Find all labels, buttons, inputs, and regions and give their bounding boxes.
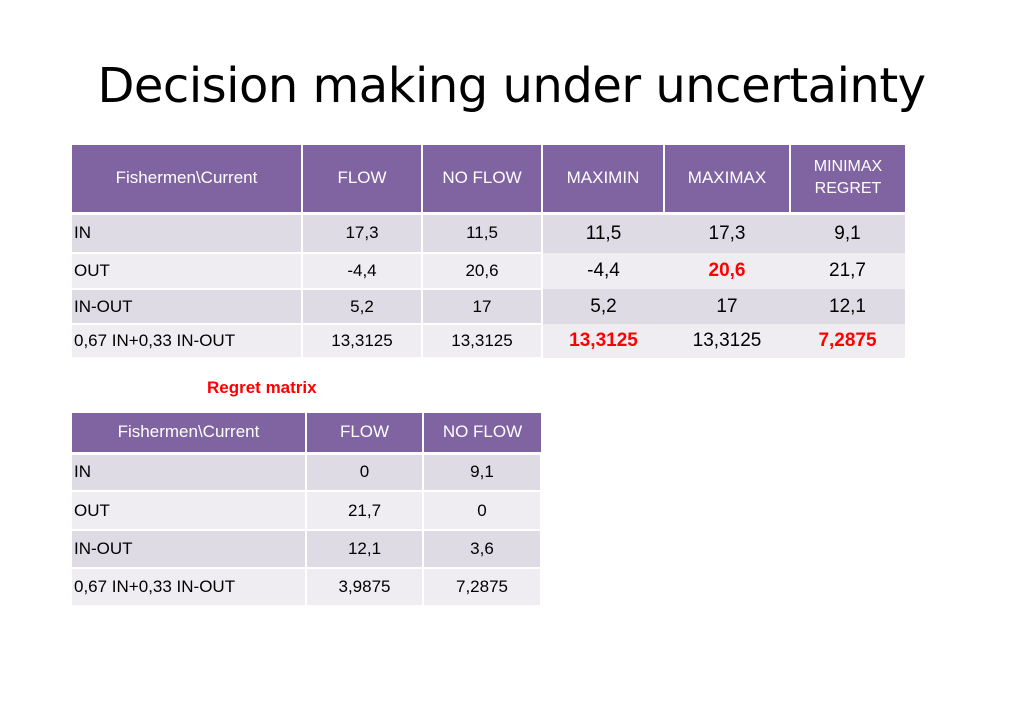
cell-flow: 0: [306, 453, 424, 492]
cell-no-flow: 13,3125: [422, 324, 543, 359]
cell-no-flow: 11,5: [422, 213, 543, 254]
table-row: OUT -4,4 20,6 -4,4 20,6 21,7: [72, 253, 905, 290]
cell-maximax: 17: [664, 289, 790, 324]
table-row: OUT 21,7 0: [72, 491, 542, 531]
cell-flow: -4,4: [302, 253, 423, 290]
cell-maximax: 17,3: [664, 213, 790, 253]
header-minimax-regret-text: MINIMAX REGRET: [813, 158, 883, 198]
cell-no-flow: 17: [422, 289, 543, 325]
table-header-row: Fishermen\Current FLOW NO FLOW: [72, 413, 541, 455]
cell-maximin-highlight: 13,3125: [542, 324, 664, 358]
regret-matrix-label: Regret matrix: [207, 378, 317, 397]
cell-maximin: -4,4: [542, 253, 664, 289]
cell-no-flow: 7,2875: [423, 568, 542, 607]
header-fishermen-current: Fishermen\Current: [72, 413, 307, 455]
table-row: 0,67 IN+0,33 IN-OUT 13,3125 13,3125 13,3…: [72, 324, 905, 359]
table-header-row: Fishermen\Current FLOW NO FLOW MAXIMIN M…: [72, 145, 905, 215]
cell-maximax: 13,3125: [664, 324, 790, 358]
cell-flow: 17,3: [302, 213, 423, 254]
table-row: 0,67 IN+0,33 IN-OUT 3,9875 7,2875: [72, 568, 542, 607]
cell-flow: 21,7: [306, 491, 424, 531]
header-maximin: MAXIMIN: [542, 145, 665, 215]
cell-flow: 5,2: [302, 289, 423, 325]
header-flow: FLOW: [306, 413, 424, 455]
regret-table: Fishermen\Current FLOW NO FLOW IN 0 9,1 …: [72, 413, 542, 607]
header-fishermen-current: Fishermen\Current: [72, 145, 303, 215]
cell-maximin: 11,5: [542, 213, 664, 253]
row-name: IN: [72, 453, 307, 492]
cell-maximin: 5,2: [542, 289, 664, 324]
header-minimax-regret: MINIMAX REGRET: [790, 145, 905, 215]
row-name: 0,67 IN+0,33 IN-OUT: [72, 324, 303, 359]
decision-table: Fishermen\Current FLOW NO FLOW MAXIMIN M…: [72, 145, 905, 359]
row-name: IN-OUT: [72, 530, 307, 569]
table-row: IN 17,3 11,5 11,5 17,3 9,1: [72, 213, 905, 254]
cell-minimax-regret: 12,1: [790, 289, 905, 324]
cell-minimax-regret-highlight: 7,2875: [790, 324, 905, 358]
row-name: OUT: [72, 491, 307, 531]
cell-no-flow: 20,6: [422, 253, 543, 290]
table-row: IN-OUT 12,1 3,6: [72, 530, 542, 569]
row-name: IN-OUT: [72, 289, 303, 325]
cell-minimax-regret: 9,1: [790, 213, 905, 253]
header-flow: FLOW: [302, 145, 423, 215]
cell-no-flow: 3,6: [423, 530, 542, 569]
cell-flow: 3,9875: [306, 568, 424, 607]
cell-no-flow: 9,1: [423, 453, 542, 492]
header-no-flow: NO FLOW: [422, 145, 543, 215]
slide-title: Decision making under uncertainty: [97, 58, 926, 114]
header-maximax: MAXIMAX: [664, 145, 791, 215]
header-no-flow: NO FLOW: [423, 413, 541, 455]
cell-no-flow: 0: [423, 491, 542, 531]
cell-maximax-highlight: 20,6: [664, 253, 790, 289]
row-name: 0,67 IN+0,33 IN-OUT: [72, 568, 307, 607]
cell-flow: 13,3125: [302, 324, 423, 359]
row-name: IN: [72, 213, 303, 254]
cell-minimax-regret: 21,7: [790, 253, 905, 289]
cell-flow: 12,1: [306, 530, 424, 569]
table-row: IN 0 9,1: [72, 453, 542, 492]
row-name: OUT: [72, 253, 303, 290]
table-row: IN-OUT 5,2 17 5,2 17 12,1: [72, 289, 905, 325]
